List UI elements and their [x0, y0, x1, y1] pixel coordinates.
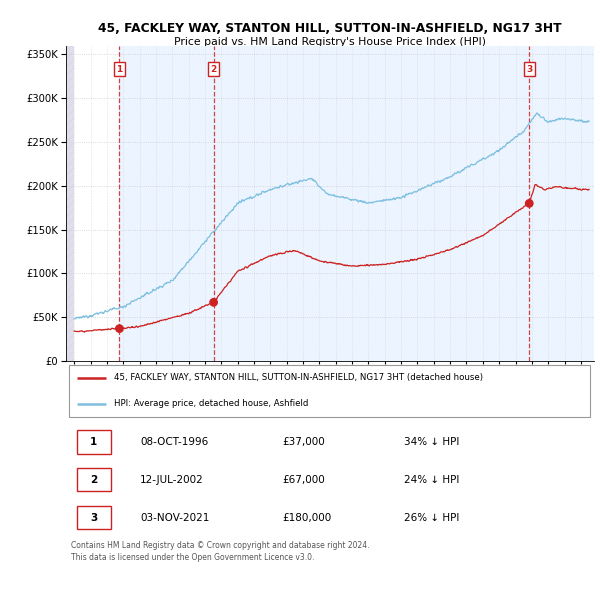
- Bar: [529, 46, 594, 361]
- Text: 3: 3: [90, 513, 97, 523]
- Text: 12-JUL-2002: 12-JUL-2002: [140, 475, 203, 484]
- Text: 24% ↓ HPI: 24% ↓ HPI: [404, 475, 459, 484]
- Text: Contains HM Land Registry data © Crown copyright and database right 2024.
This d: Contains HM Land Registry data © Crown c…: [71, 541, 370, 562]
- Text: 2: 2: [90, 475, 97, 484]
- Text: £180,000: £180,000: [283, 513, 332, 523]
- Text: 26% ↓ HPI: 26% ↓ HPI: [404, 513, 459, 523]
- Bar: [119, 46, 214, 361]
- Text: 3: 3: [526, 65, 532, 74]
- Text: 03-NOV-2021: 03-NOV-2021: [140, 513, 209, 523]
- Text: 1: 1: [116, 65, 122, 74]
- Text: 45, FACKLEY WAY, STANTON HILL, SUTTON-IN-ASHFIELD, NG17 3HT (detached house): 45, FACKLEY WAY, STANTON HILL, SUTTON-IN…: [113, 373, 482, 382]
- Text: 2: 2: [211, 65, 217, 74]
- Point: [115, 324, 124, 333]
- Text: HPI: Average price, detached house, Ashfield: HPI: Average price, detached house, Ashf…: [113, 399, 308, 408]
- Text: 1: 1: [90, 437, 97, 447]
- FancyBboxPatch shape: [77, 506, 111, 529]
- Text: 45, FACKLEY WAY, STANTON HILL, SUTTON-IN-ASHFIELD, NG17 3HT: 45, FACKLEY WAY, STANTON HILL, SUTTON-IN…: [98, 22, 562, 35]
- FancyBboxPatch shape: [77, 468, 111, 491]
- Text: 08-OCT-1996: 08-OCT-1996: [140, 437, 208, 447]
- Bar: [66, 46, 74, 361]
- Text: £67,000: £67,000: [283, 475, 325, 484]
- Text: 34% ↓ HPI: 34% ↓ HPI: [404, 437, 459, 447]
- Point: [209, 297, 218, 307]
- FancyBboxPatch shape: [68, 365, 590, 417]
- Text: Price paid vs. HM Land Registry's House Price Index (HPI): Price paid vs. HM Land Registry's House …: [174, 37, 486, 47]
- Bar: [214, 46, 529, 361]
- Text: £37,000: £37,000: [283, 437, 325, 447]
- Point: [524, 199, 534, 208]
- FancyBboxPatch shape: [77, 430, 111, 454]
